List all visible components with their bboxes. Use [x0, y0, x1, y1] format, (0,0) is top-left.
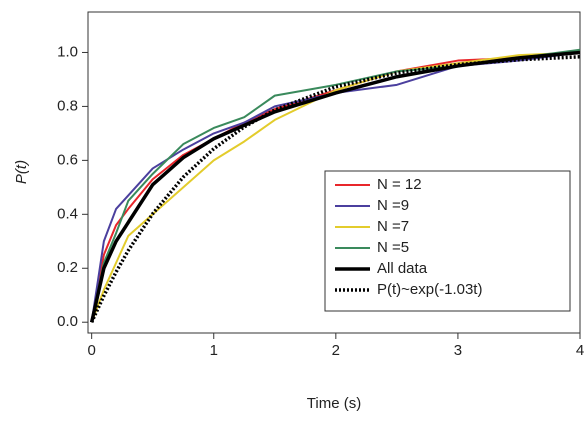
y-tick-label: 0.4: [57, 205, 78, 222]
legend-label: N = 12: [377, 176, 422, 193]
y-tick-label: 0.2: [57, 259, 78, 276]
legend-label: N =7: [377, 218, 409, 235]
legend-label: N =5: [377, 239, 409, 256]
legend-label: All data: [377, 260, 428, 277]
legend-label: N =9: [377, 197, 409, 214]
x-tick-label: 3: [454, 342, 462, 359]
y-tick-label: 0.6: [57, 151, 78, 168]
y-tick-label: 1.0: [57, 43, 78, 60]
x-tick-label: 4: [576, 342, 584, 359]
x-tick-label: 2: [332, 342, 340, 359]
y-tick-label: 0.0: [57, 313, 78, 330]
plot-frame: [87, 11, 581, 334]
y-axis-label: P(t): [13, 160, 30, 184]
x-axis-label: Time (s): [307, 395, 361, 412]
legend-box: [324, 170, 571, 312]
y-tick-label: 0.8: [57, 97, 78, 114]
legend-label: P(t)~exp(-1.03t): [377, 281, 482, 298]
x-tick-label: 0: [87, 342, 95, 359]
x-tick-label: 1: [210, 342, 218, 359]
series-line: [90, 55, 581, 323]
